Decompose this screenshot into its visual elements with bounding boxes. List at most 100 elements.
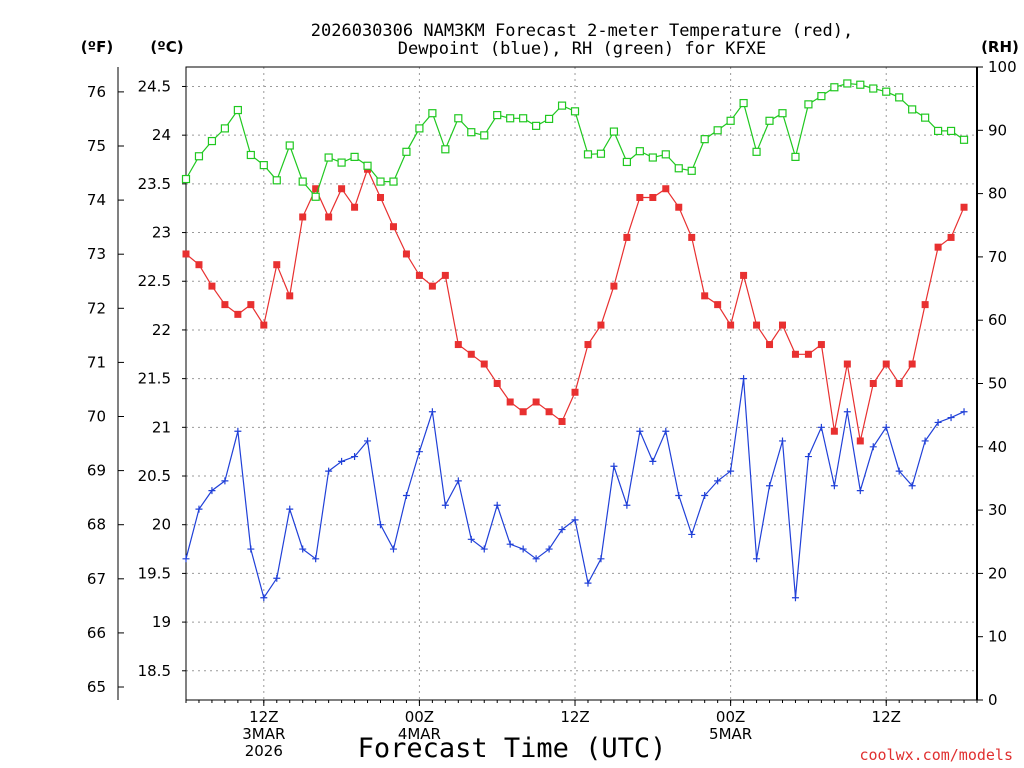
celsius-tick-label: 20	[152, 516, 171, 534]
dewpoint-point	[830, 482, 838, 490]
celsius-unit-label: (ºC)	[150, 38, 183, 56]
relative-humidity-point	[817, 92, 826, 101]
dewpoint-point	[895, 467, 903, 475]
relative-humidity-point	[337, 158, 346, 167]
relative-humidity-point	[648, 153, 657, 162]
2-meter-temperature-point	[908, 360, 916, 368]
axis-ticks: 18.5 19 19.5 20 20.5 21 21.5 22 22.5 23 23.5 24 24.5…	[87, 58, 1017, 760]
relative-humidity-point	[467, 128, 476, 137]
celsius-tick-label: 22.5	[138, 272, 171, 290]
dewpoint-point	[493, 501, 501, 509]
relative-humidity-point	[350, 152, 359, 161]
2-meter-temperature-point	[273, 261, 281, 269]
2-meter-temperature-point	[441, 271, 449, 279]
dewpoint-point	[688, 530, 696, 538]
dewpoint-point	[921, 437, 929, 445]
dewpoint-point	[364, 437, 372, 445]
dewpoint-point	[182, 555, 190, 563]
2-meter-temperature-point	[519, 408, 527, 416]
x-tick-label: 4MAR	[398, 725, 441, 743]
2-meter-temperature-point	[480, 360, 488, 368]
relative-humidity-point	[791, 152, 800, 161]
dewpoint-point	[804, 453, 812, 461]
rh-tick-label: 100	[988, 58, 1017, 76]
fahrenheit-tick-label: 67	[87, 570, 106, 588]
relative-humidity-point	[376, 177, 385, 186]
x-tick-label: 00Z	[716, 708, 745, 726]
relative-humidity-point	[700, 135, 709, 144]
relative-humidity-point	[285, 141, 294, 150]
dewpoint-point	[441, 501, 449, 509]
dewpoint-point	[727, 467, 735, 475]
relative-humidity-point	[713, 126, 722, 135]
2-meter-temperature-line	[185, 167, 965, 442]
relative-humidity-point	[570, 107, 580, 116]
relative-humidity-point	[233, 105, 242, 115]
celsius-tick-label: 23.5	[138, 175, 171, 193]
rh-tick-label: 10	[988, 628, 1007, 646]
relative-humidity-point	[869, 84, 878, 93]
fahrenheit-tick-label: 75	[87, 137, 106, 155]
2-meter-temperature-point	[960, 203, 968, 211]
fahrenheit-tick-label: 69	[87, 462, 106, 480]
chart-title: 2026030306 NAM3KM Forecast 2-meter Tempe…	[311, 21, 853, 59]
dewpoint-point	[389, 545, 397, 553]
dewpoint-point	[286, 505, 294, 513]
relative-humidity-point	[895, 93, 904, 102]
dewpoint-point	[610, 462, 618, 470]
rh-tick-label: 90	[988, 121, 1007, 139]
2-meter-temperature-point	[701, 292, 709, 300]
dewpoint-point	[338, 457, 346, 465]
dewpoint-point	[662, 427, 670, 435]
fahrenheit-tick-label: 66	[87, 624, 106, 642]
fahrenheit-tick-label: 73	[87, 245, 106, 263]
relative-humidity-point	[181, 174, 191, 184]
relative-humidity-point	[259, 161, 268, 170]
celsius-tick-label: 21.5	[138, 370, 171, 388]
2-meter-temperature-point	[882, 360, 890, 368]
relative-humidity-point	[830, 83, 839, 92]
2-meter-temperature-point	[402, 250, 410, 258]
2-meter-temperature-point	[791, 350, 799, 358]
2-meter-temperature-point	[545, 408, 553, 416]
2-meter-temperature-point	[234, 310, 242, 318]
dewpoint-point	[584, 579, 592, 587]
dewpoint-point	[467, 535, 475, 543]
dewpoint-point	[377, 521, 385, 529]
2-meter-temperature-point	[532, 398, 540, 406]
relative-humidity-point	[583, 150, 593, 159]
2-meter-temperature-point	[338, 185, 346, 193]
data-series	[181, 79, 969, 602]
2-meter-temperature-point	[260, 321, 268, 329]
rh-tick-label: 40	[988, 438, 1007, 456]
relative-humidity-point	[752, 147, 761, 156]
relative-humidity-point	[194, 152, 204, 161]
relative-humidity-point	[363, 161, 372, 170]
relative-humidity-point	[402, 147, 411, 156]
dewpoint-point	[260, 594, 268, 602]
dewpoint-point	[714, 477, 722, 485]
2-meter-temperature-point	[947, 233, 955, 241]
2-meter-temperature-point	[597, 321, 605, 329]
2-meter-temperature-point	[778, 321, 786, 329]
2-meter-temperature-point	[389, 223, 397, 231]
relative-humidity-point	[506, 114, 515, 123]
relative-humidity-point	[622, 157, 631, 167]
2-meter-temperature-point	[921, 301, 929, 309]
2-meter-temperature-point	[869, 380, 877, 387]
plot-frame	[185, 66, 978, 701]
celsius-tick-label: 19	[152, 613, 171, 631]
relative-humidity-point	[687, 166, 696, 175]
2-meter-temperature-point	[727, 321, 735, 329]
dewpoint-point	[545, 545, 553, 553]
relative-humidity-point	[739, 98, 748, 108]
2-meter-temperature-point	[571, 388, 579, 396]
2-meter-temperature-point	[584, 341, 592, 349]
x-tick-label: 12Z	[249, 708, 278, 726]
2-meter-temperature-point	[934, 243, 942, 251]
relative-humidity-point	[933, 126, 943, 136]
2-meter-temperature-point	[247, 301, 255, 309]
dewpoint-point	[480, 545, 488, 553]
dewpoint-point	[597, 555, 605, 563]
